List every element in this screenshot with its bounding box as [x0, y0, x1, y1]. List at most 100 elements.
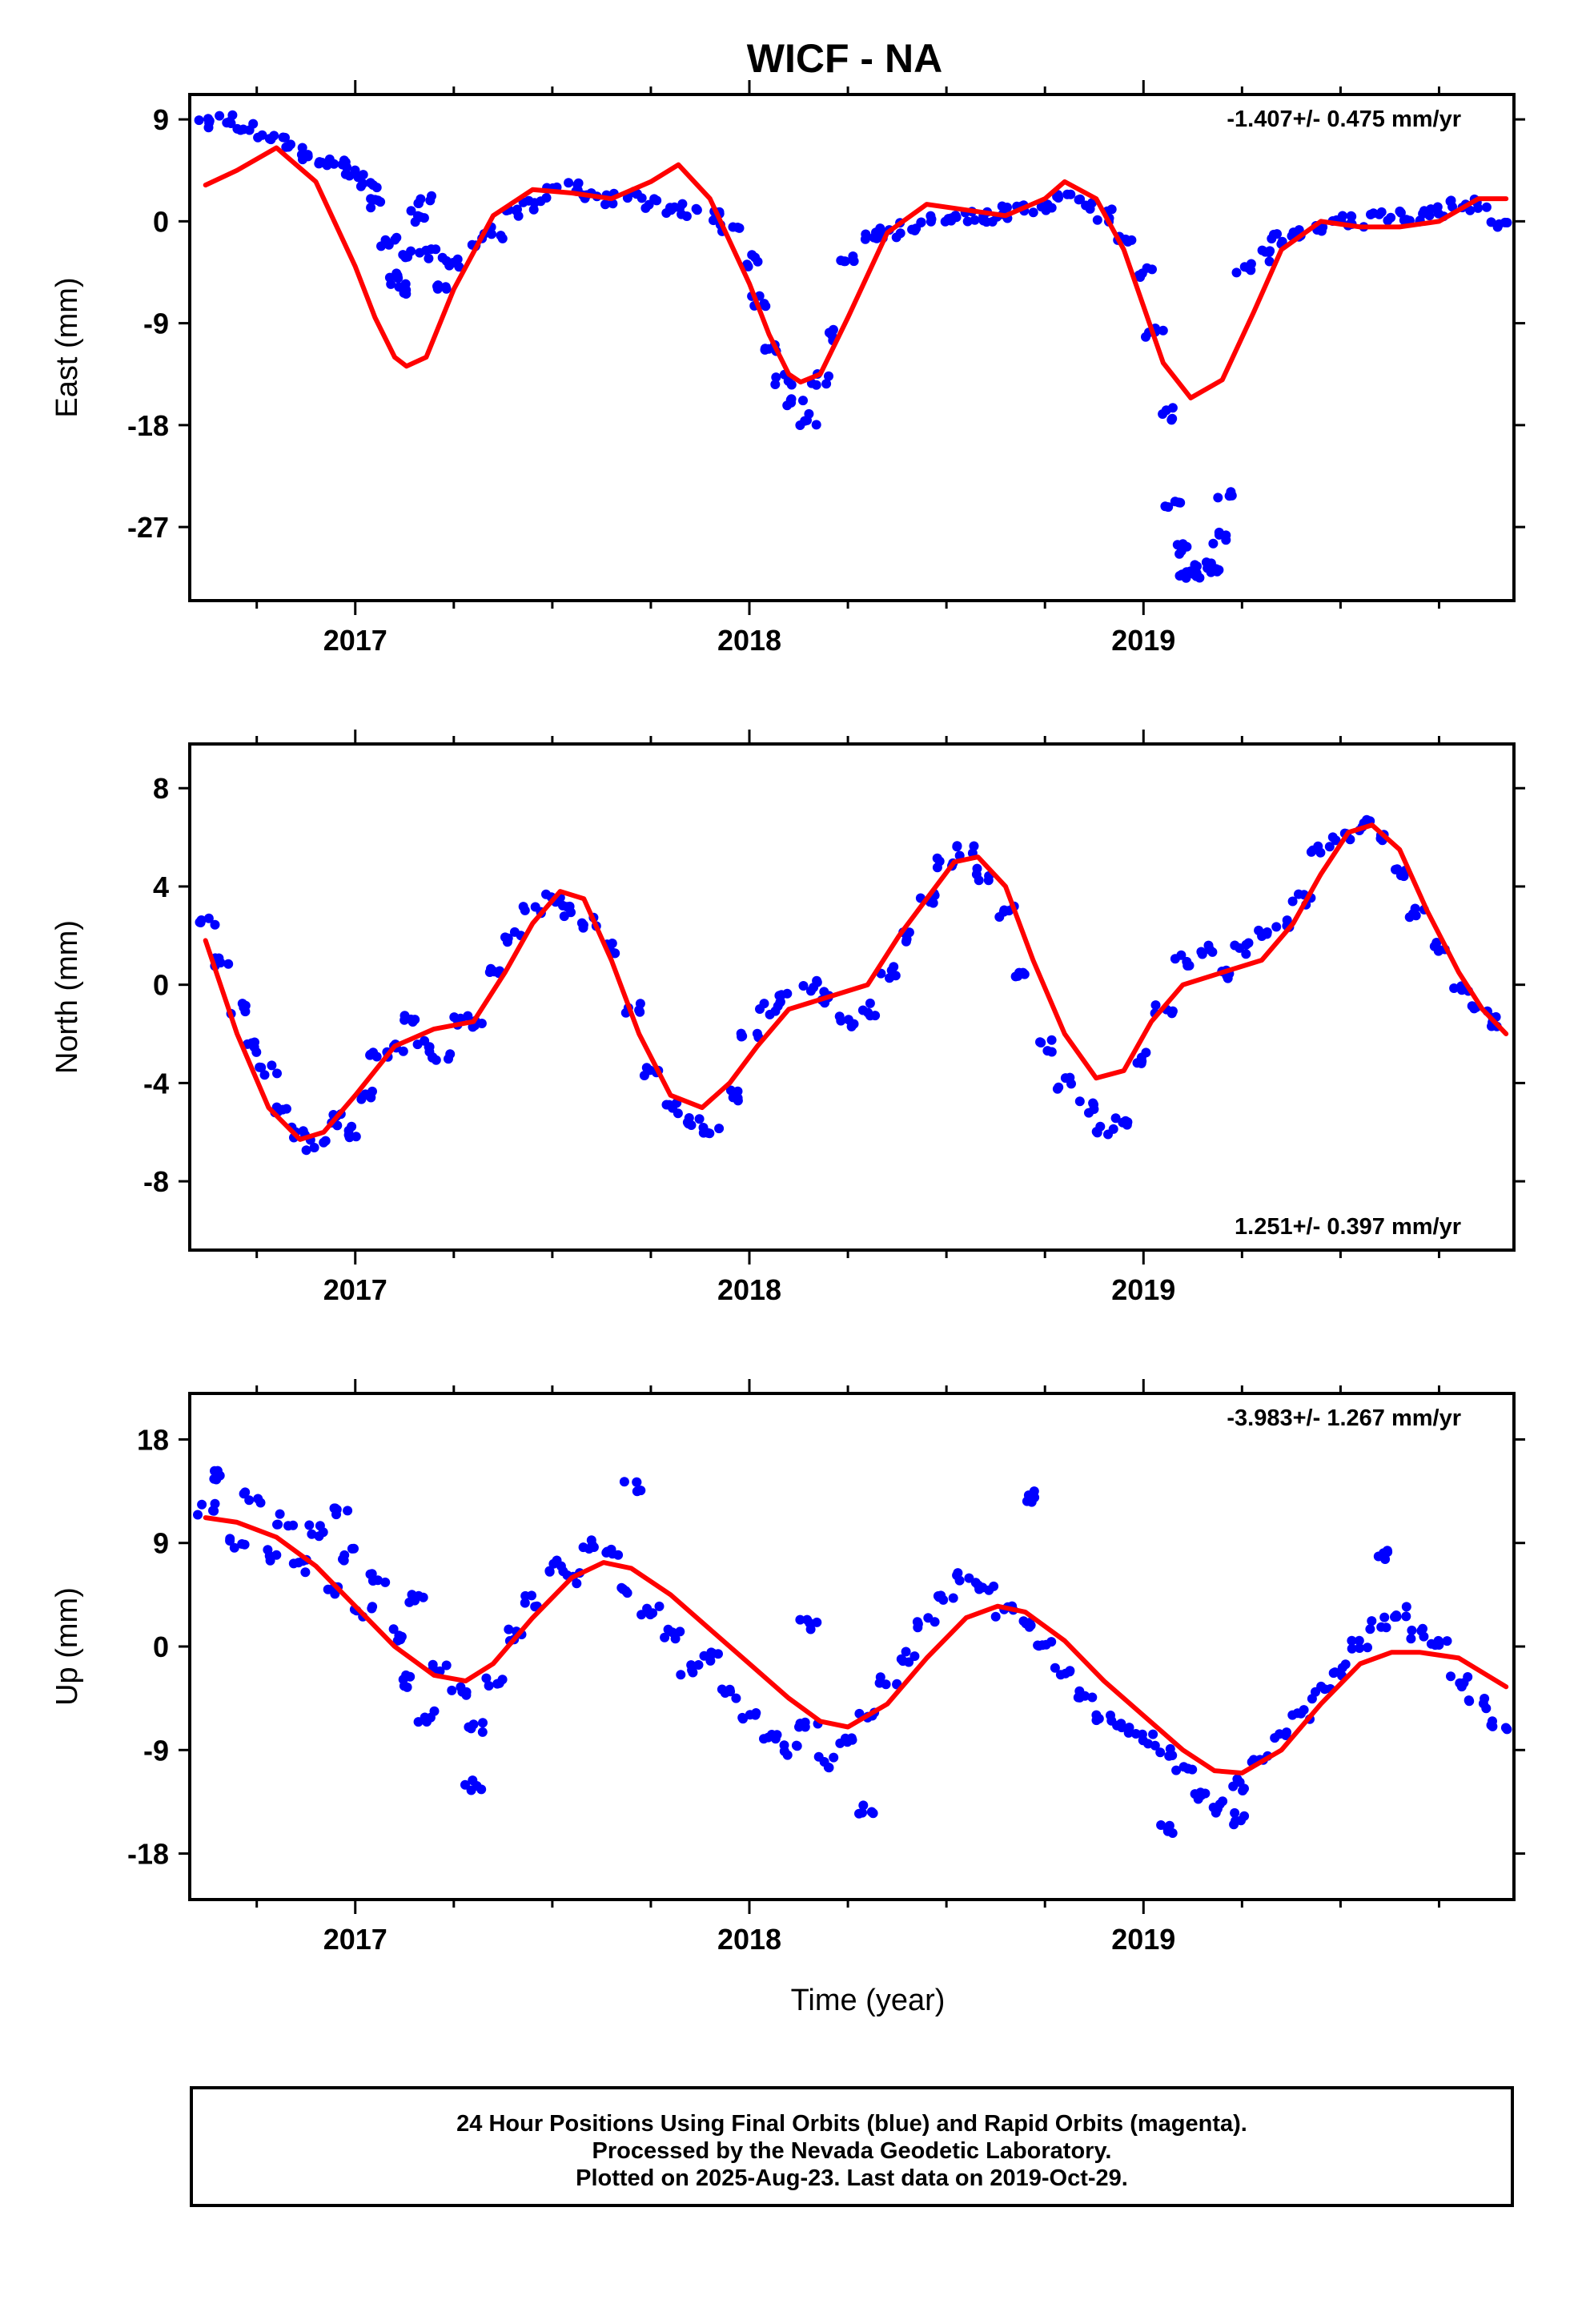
- data-point: [1379, 1612, 1390, 1622]
- data-point: [263, 1545, 273, 1555]
- data-point: [759, 299, 769, 309]
- data-point: [829, 1752, 839, 1763]
- data-point: [737, 1031, 748, 1041]
- data-point: [1399, 871, 1409, 882]
- data-point: [1432, 202, 1443, 212]
- data-point: [1347, 1643, 1357, 1654]
- data-point: [731, 1693, 741, 1703]
- data-point: [964, 1573, 974, 1583]
- y-tick-label: 0: [153, 1630, 169, 1663]
- data-point: [587, 1540, 597, 1550]
- data-point: [1158, 325, 1168, 336]
- data-point: [1052, 191, 1062, 202]
- data-point: [1379, 1548, 1388, 1558]
- data-point: [616, 1582, 627, 1593]
- data-point: [1327, 832, 1338, 842]
- data-point: [1171, 1765, 1182, 1775]
- data-point: [298, 1126, 308, 1136]
- data-point: [1418, 1623, 1427, 1634]
- data-point: [1270, 1733, 1280, 1743]
- data-point: [301, 1145, 311, 1156]
- data-point: [424, 253, 434, 263]
- x-tick-label: 2018: [717, 1273, 781, 1306]
- y-tick-label: 0: [153, 205, 169, 238]
- x-tick-label: 2019: [1111, 624, 1175, 657]
- data-point: [197, 1499, 207, 1510]
- data-point: [1024, 1622, 1034, 1632]
- data-point: [934, 856, 945, 866]
- data-point: [272, 1068, 282, 1079]
- data-point: [1188, 569, 1199, 579]
- y-tick-label: -18: [127, 409, 169, 442]
- data-point: [410, 1015, 420, 1025]
- y-tick-label: 0: [153, 969, 169, 1002]
- data-point: [875, 1672, 885, 1683]
- data-point: [1148, 1729, 1158, 1739]
- data-point: [734, 223, 745, 233]
- data-point: [1376, 1622, 1387, 1632]
- data-point: [1164, 1820, 1174, 1831]
- data-point: [1110, 1113, 1121, 1124]
- data-point: [1367, 1616, 1377, 1626]
- data-point: [468, 1719, 479, 1730]
- data-point: [318, 1527, 328, 1538]
- data-point: [661, 208, 672, 218]
- data-point: [416, 212, 426, 222]
- data-point: [990, 1611, 1001, 1622]
- y-tick-label: -8: [143, 1165, 169, 1198]
- data-point: [1241, 949, 1251, 959]
- data-point: [913, 1618, 923, 1629]
- x-tick-label: 2017: [323, 1923, 387, 1956]
- data-point: [971, 869, 982, 879]
- data-point: [343, 1506, 353, 1516]
- data-point: [367, 1086, 377, 1096]
- data-point: [215, 958, 226, 968]
- data-point: [800, 1722, 810, 1732]
- data-point: [1272, 229, 1282, 239]
- data-point: [742, 259, 753, 270]
- data-point: [463, 1011, 473, 1021]
- data-point: [812, 1617, 822, 1627]
- data-point: [210, 1498, 220, 1509]
- data-point: [227, 110, 238, 120]
- data-point: [1089, 1100, 1098, 1110]
- chart-title: WICF - NA: [746, 36, 943, 81]
- data-point: [1075, 194, 1086, 204]
- data-point: [472, 1781, 482, 1791]
- data-point: [329, 159, 339, 169]
- data-point: [999, 905, 1010, 915]
- fit-curve: [203, 1515, 1509, 1775]
- data-point: [1172, 540, 1182, 550]
- data-point: [339, 1555, 349, 1566]
- data-point: [636, 193, 647, 203]
- x-tick-label: 2017: [323, 1273, 387, 1306]
- data-point: [698, 1123, 709, 1132]
- y-tick-label: -9: [143, 1734, 169, 1767]
- data-point: [644, 199, 654, 210]
- data-point: [376, 241, 386, 251]
- data-point: [210, 919, 220, 930]
- data-point: [520, 905, 530, 915]
- data-point: [391, 232, 402, 243]
- data-point: [365, 178, 375, 188]
- data-point: [660, 1632, 670, 1642]
- data-point: [889, 962, 899, 972]
- data-point: [548, 1558, 559, 1569]
- data-point: [1281, 1730, 1291, 1740]
- data-point: [432, 283, 443, 294]
- data-point: [297, 143, 307, 153]
- data-point: [1023, 1490, 1034, 1501]
- data-point: [608, 1549, 618, 1559]
- y-tick-label: 9: [153, 103, 169, 136]
- data-point: [1046, 203, 1057, 213]
- data-point: [452, 254, 463, 264]
- y-tick-label: -27: [127, 511, 169, 544]
- data-point: [229, 1542, 239, 1553]
- data-point: [193, 1510, 203, 1520]
- data-point: [667, 1627, 677, 1638]
- data-point: [484, 967, 495, 977]
- data-point: [750, 252, 761, 263]
- data-point: [1277, 236, 1287, 247]
- data-point: [765, 1009, 775, 1019]
- data-point: [1066, 1079, 1076, 1089]
